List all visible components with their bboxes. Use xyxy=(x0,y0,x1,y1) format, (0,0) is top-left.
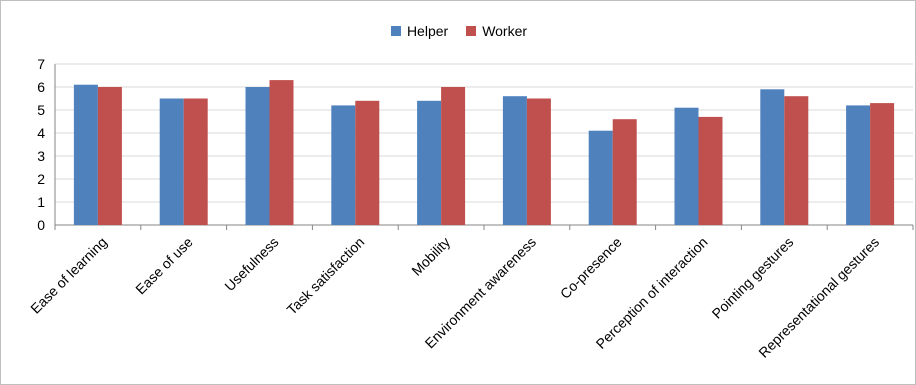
bar-helper xyxy=(760,89,785,225)
bar-helper xyxy=(331,105,356,225)
x-tick-label: Pointing gestures xyxy=(709,234,797,322)
legend: Helper Worker xyxy=(1,23,916,39)
legend-label-helper: Helper xyxy=(406,23,449,39)
y-tick-label: 3 xyxy=(37,148,45,164)
x-tick-label: Ease of learning xyxy=(27,234,110,317)
x-tick-label: Usefulness xyxy=(221,234,281,294)
bar-worker xyxy=(526,98,551,225)
y-tick-label: 5 xyxy=(37,102,45,118)
y-tick-label: 7 xyxy=(37,56,45,72)
y-tick-label: 1 xyxy=(37,194,45,210)
bar-worker xyxy=(698,116,723,225)
bar-worker xyxy=(269,80,294,225)
bar-helper xyxy=(846,105,871,225)
bar-worker xyxy=(784,96,809,225)
bar-helper xyxy=(417,100,442,225)
bar-worker xyxy=(612,119,637,225)
y-tick-label: 0 xyxy=(37,217,45,233)
x-tick-label: Mobility xyxy=(408,234,453,279)
y-tick-label: 4 xyxy=(37,125,45,141)
bar-worker xyxy=(97,87,122,225)
bar-worker xyxy=(870,103,895,225)
legend-swatch-worker xyxy=(466,26,477,36)
bar-worker xyxy=(441,87,466,225)
legend-label-worker: Worker xyxy=(482,23,528,39)
bar-helper xyxy=(73,84,98,225)
bar-helper xyxy=(502,96,527,225)
legend-swatch-helper xyxy=(390,26,401,36)
y-tick-label: 2 xyxy=(37,171,45,187)
bar-worker xyxy=(355,100,380,225)
bar-helper xyxy=(674,107,699,225)
x-tick-label: Ease of use xyxy=(132,234,196,298)
legend-item-helper: Helper xyxy=(390,23,449,39)
x-tick-label: Co-presence xyxy=(557,234,625,302)
legend-item-worker: Worker xyxy=(466,23,527,39)
bar-worker xyxy=(183,98,208,225)
bar-helper xyxy=(245,87,270,225)
bar-helper xyxy=(588,130,613,225)
y-tick-label: 6 xyxy=(37,79,45,95)
bar-helper xyxy=(159,98,184,225)
x-tick-label: Task satisfaction xyxy=(283,234,367,318)
